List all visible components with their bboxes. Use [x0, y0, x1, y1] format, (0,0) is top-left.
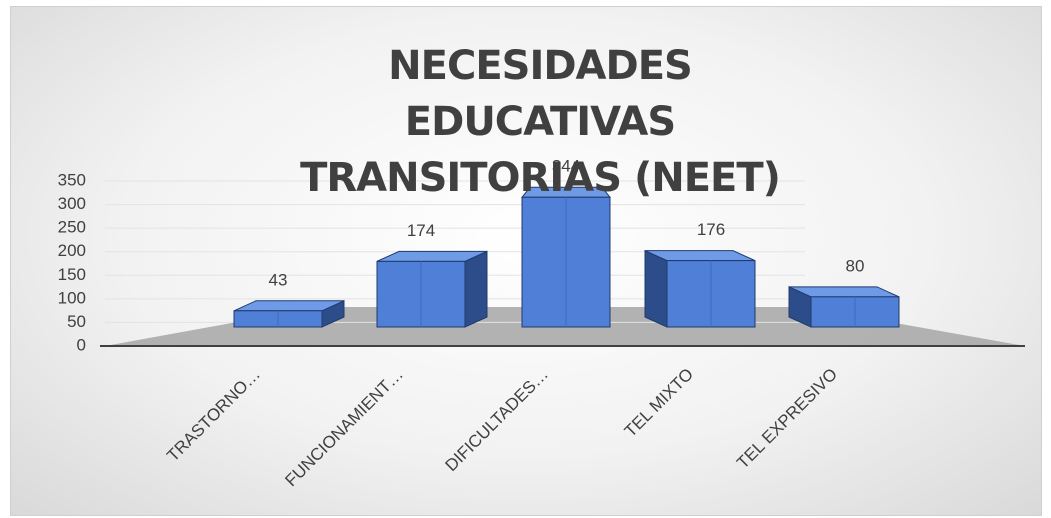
x-tick-label: TEL EXPRESIVO: [733, 365, 841, 473]
bar: [788, 286, 900, 328]
x-tick-label: TRASTORNO…: [163, 365, 264, 466]
bar: [233, 300, 345, 328]
x-tick-label: DIFICULTADES…: [441, 365, 552, 476]
y-tick-label: 350: [58, 170, 86, 189]
value-label: 344: [552, 157, 580, 176]
y-tick-label: 0: [77, 335, 86, 354]
bar-side: [464, 250, 488, 328]
value-label: 43: [269, 270, 288, 289]
value-label: 174: [407, 221, 435, 240]
value-label: 80: [846, 256, 865, 275]
y-tick-label: 300: [58, 194, 86, 213]
y-tick-label: 50: [67, 312, 86, 331]
bar: [520, 186, 612, 328]
y-tick-label: 100: [58, 288, 86, 307]
bar: [644, 249, 756, 328]
value-label: 176: [697, 220, 725, 239]
x-tick-label: FUNCIONAMIENT…: [281, 365, 407, 491]
y-tick-label: 250: [58, 218, 86, 237]
bar: [376, 250, 488, 328]
bar-side: [644, 249, 668, 328]
y-tick-label: 200: [58, 241, 86, 260]
chart-title: NECESIDADES EDUCATIVAS TRANSITORIAS (NEE…: [300, 43, 781, 201]
y-tick-label: 150: [58, 265, 86, 284]
x-tick-label: TEL MIXTO: [621, 365, 697, 441]
